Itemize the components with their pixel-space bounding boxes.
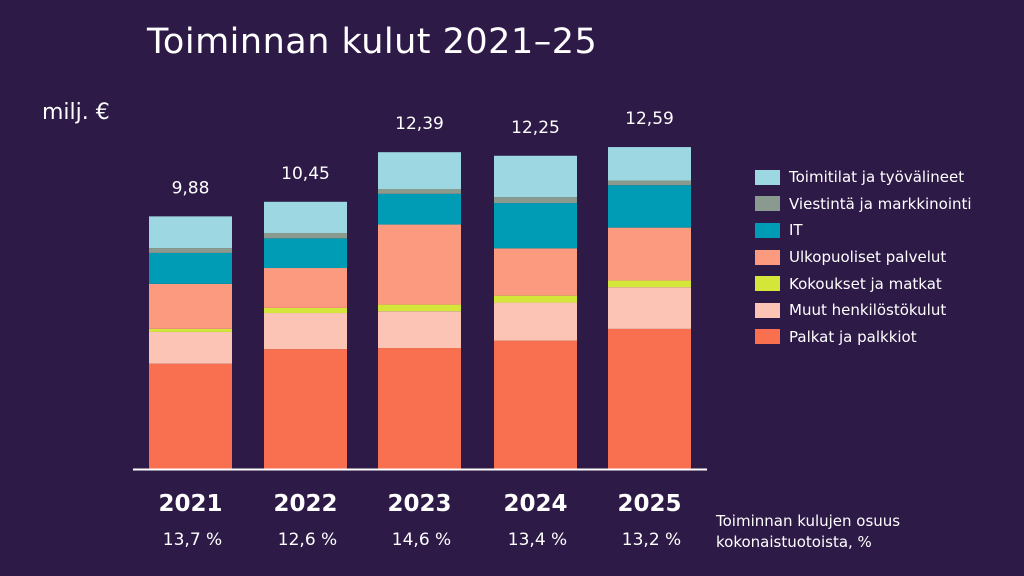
y-axis-unit-label: milj. € xyxy=(42,100,110,125)
total-label: 12,25 xyxy=(511,118,560,138)
x-tick-label: 2022 xyxy=(273,491,337,517)
share-label: 13,7 % xyxy=(163,530,222,550)
legend-item: Viestintä ja markkinointi xyxy=(755,191,972,218)
bar-segment xyxy=(378,311,461,349)
bar-segment xyxy=(608,147,691,181)
bar-segment xyxy=(378,152,461,190)
bar-segment xyxy=(264,349,347,469)
chart-title: Toiminnan kulut 2021–25 xyxy=(147,22,598,62)
legend-swatch xyxy=(755,302,780,318)
bar-segment xyxy=(264,238,347,269)
bar-segment xyxy=(378,224,461,305)
bar-segment xyxy=(608,180,691,186)
shares-label: Toiminnan kulujen osuus kokonaistuotoist… xyxy=(716,512,901,551)
share-label: 13,2 % xyxy=(622,530,681,550)
total-label: 12,59 xyxy=(625,109,674,129)
x-tick-label: 2021 xyxy=(158,491,222,517)
bar-segment xyxy=(149,283,232,329)
x-tick-label: 2025 xyxy=(617,491,681,517)
bar-segment xyxy=(494,155,577,198)
bar-segment xyxy=(149,216,232,249)
total-label: 12,39 xyxy=(395,114,444,134)
bar-segment xyxy=(608,227,691,281)
bar-segment xyxy=(608,328,691,469)
legend-label: Muut henkilöstökulut xyxy=(789,301,947,320)
legend-item: Kokoukset ja matkat xyxy=(755,270,972,297)
bar-segment xyxy=(264,268,347,308)
legend-swatch xyxy=(755,249,780,265)
legend: Toimitilat ja työvälineet Viestintä ja ma… xyxy=(755,164,972,350)
bar-segment xyxy=(494,203,577,249)
bar-segment xyxy=(608,287,691,329)
bar-segment xyxy=(494,302,577,341)
share-label: 14,6 % xyxy=(392,530,451,550)
bar-segment xyxy=(378,193,461,225)
x-tick-label: 2024 xyxy=(503,491,567,517)
bar-segment xyxy=(378,304,461,312)
legend-item: Ulkopuoliset palvelut xyxy=(755,244,972,271)
bar-segment xyxy=(149,328,232,332)
share-label: 13,4 % xyxy=(508,530,567,550)
bar-segment xyxy=(149,252,232,284)
legend-label: Toimitilat ja työvälineet xyxy=(789,168,965,187)
bar-segment xyxy=(494,248,577,296)
bar-segment xyxy=(378,348,461,469)
bar-segment xyxy=(494,295,577,303)
legend-swatch xyxy=(755,329,780,345)
total-label: 9,88 xyxy=(172,178,210,198)
bar-segment xyxy=(494,340,577,469)
legend-item: Palkat ja palkkiot xyxy=(755,324,972,351)
legend-label: IT xyxy=(789,221,803,240)
legend-swatch xyxy=(755,222,780,238)
bar-segment xyxy=(608,185,691,228)
bar-segment xyxy=(264,232,347,239)
legend-label: Kokoukset ja matkat xyxy=(789,274,942,293)
legend-label: Ulkopuoliset palvelut xyxy=(789,248,947,267)
legend-label: Palkat ja palkkiot xyxy=(789,327,917,346)
bar-segment xyxy=(608,280,691,288)
legend-item: Toimitilat ja työvälineet xyxy=(755,164,972,191)
bar-segment xyxy=(149,363,232,469)
bar-segment xyxy=(264,313,347,350)
bar-segment xyxy=(149,248,232,253)
legend-swatch xyxy=(755,196,780,212)
bar-segment xyxy=(494,197,577,204)
bar-segment xyxy=(264,307,347,314)
bar-segment xyxy=(149,331,232,364)
total-label: 10,45 xyxy=(281,164,330,184)
legend-label: Viestintä ja markkinointi xyxy=(789,194,972,213)
x-tick-label: 2023 xyxy=(387,491,451,517)
bar-segment xyxy=(264,201,347,233)
legend-swatch xyxy=(755,169,780,185)
legend-item: Muut henkilöstökulut xyxy=(755,297,972,324)
legend-item: IT xyxy=(755,217,972,244)
share-label: 12,6 % xyxy=(278,530,337,550)
legend-swatch xyxy=(755,276,780,292)
bar-segment xyxy=(378,189,461,194)
